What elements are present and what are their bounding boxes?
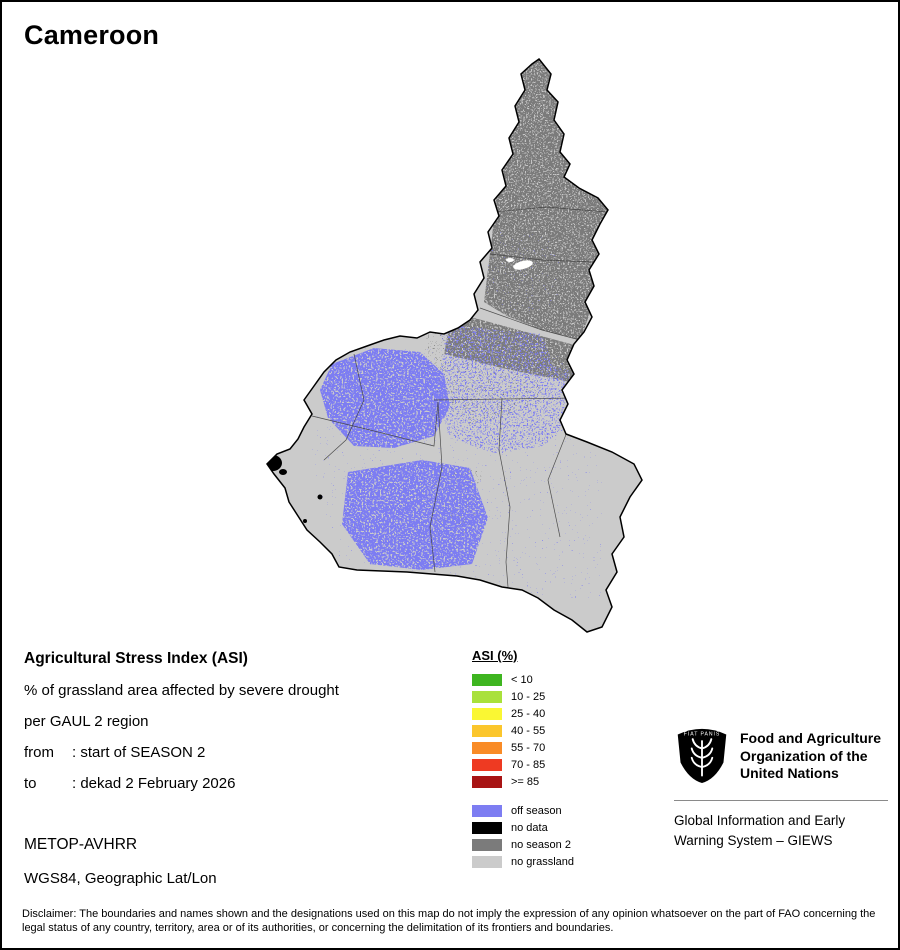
legend-gap <box>472 790 574 802</box>
legend-swatch <box>472 673 502 686</box>
to-label: to <box>24 775 37 792</box>
fao-name: Food and Agriculture Organization of the… <box>740 724 881 783</box>
fao-row: FIAT PANIS Food and Agriculture Organiza… <box>674 724 888 786</box>
legend-label: 10 - 25 <box>511 690 546 703</box>
legend-swatch <box>472 838 502 851</box>
legend-row: no season 2 <box>472 836 574 853</box>
legend-label: off season <box>511 804 562 817</box>
from-label: from <box>24 744 54 761</box>
asi-legend: ASI (%) < 10 10 - 25 25 - 40 40 - 55 55 … <box>472 648 574 870</box>
legend-label: 70 - 85 <box>511 758 546 771</box>
legend-row: off season <box>472 802 574 819</box>
org-divider <box>674 800 888 801</box>
map-blue-speckle-northwest <box>320 348 450 448</box>
legend-swatch <box>472 821 502 834</box>
sensor-name: METOP-AVHRR <box>24 836 138 853</box>
legend-row: 70 - 85 <box>472 756 574 773</box>
legend-row: 25 - 40 <box>472 705 574 722</box>
to-value: : dekad 2 February 2026 <box>72 775 236 792</box>
period-to-row: to : dekad 2 February 2026 <box>24 775 339 792</box>
legend-swatch <box>472 741 502 754</box>
legend-label: no season 2 <box>511 838 571 851</box>
map-blue-speckle-center <box>438 354 574 454</box>
asi-heading: Agricultural Stress Index (ASI) <box>24 650 248 667</box>
page-title: Cameroon <box>24 20 160 50</box>
map-blue-speckle-north <box>482 227 562 317</box>
legend-row: 10 - 25 <box>472 688 574 705</box>
legend-row: < 10 <box>472 671 574 688</box>
giews-line: Global Information and Early <box>674 813 846 828</box>
giews-line: Warning System – GIEWS <box>674 833 833 848</box>
legend-row: >= 85 <box>472 773 574 790</box>
legend-swatch <box>472 804 502 817</box>
legend-swatch <box>472 690 502 703</box>
map-blue-speckle-southeast <box>480 444 598 560</box>
map-fill-layers <box>267 59 642 632</box>
legend-swatch <box>472 758 502 771</box>
from-value: : start of SEASON 2 <box>72 744 206 761</box>
fao-name-line: Organization of the <box>740 747 868 764</box>
legend-label: 55 - 70 <box>511 741 546 754</box>
fao-logo-icon: FIAT PANIS <box>677 728 727 783</box>
legend-row: no grassland <box>472 853 574 870</box>
asi-subline-1: % of grassland area affected by severe d… <box>24 682 339 699</box>
fao-name-line: United Nations <box>740 765 839 781</box>
org-block: FIAT PANIS Food and Agriculture Organiza… <box>674 724 888 851</box>
legend-row: 40 - 55 <box>472 722 574 739</box>
legend-swatch <box>472 855 502 868</box>
legend-label: 40 - 55 <box>511 724 546 737</box>
legend-label: 25 - 40 <box>511 707 546 720</box>
asi-subline-2: per GAUL 2 region <box>24 713 149 730</box>
giews-text: Global Information and Early Warning Sys… <box>674 811 888 851</box>
legend-row: no data <box>472 819 574 836</box>
projection-name: WGS84, Geographic Lat/Lon <box>24 870 217 887</box>
legend-row: 55 - 70 <box>472 739 574 756</box>
legend-swatch <box>472 724 502 737</box>
disclaimer: Disclaimer: The boundaries and names sho… <box>22 908 876 934</box>
legend-swatch <box>472 707 502 720</box>
lake-white <box>506 258 533 270</box>
fao-name-line: Food and Agriculture <box>740 730 882 746</box>
svg-text:FIAT PANIS: FIAT PANIS <box>684 731 720 737</box>
legend-label: < 10 <box>511 673 533 686</box>
country-outline <box>266 57 643 633</box>
legend-title: ASI (%) <box>472 648 518 663</box>
legend-swatch <box>472 775 502 788</box>
admin-boundaries <box>311 206 607 588</box>
legend-label: no grassland <box>511 855 574 868</box>
period-from-row: from : start of SEASON 2 <box>24 744 339 761</box>
map-blue-speckle-south <box>342 460 488 570</box>
legend-label: no data <box>511 821 548 834</box>
legend-label: >= 85 <box>511 775 540 788</box>
map-info-block: Agricultural Stress Index (ASI) % of gra… <box>24 650 339 887</box>
